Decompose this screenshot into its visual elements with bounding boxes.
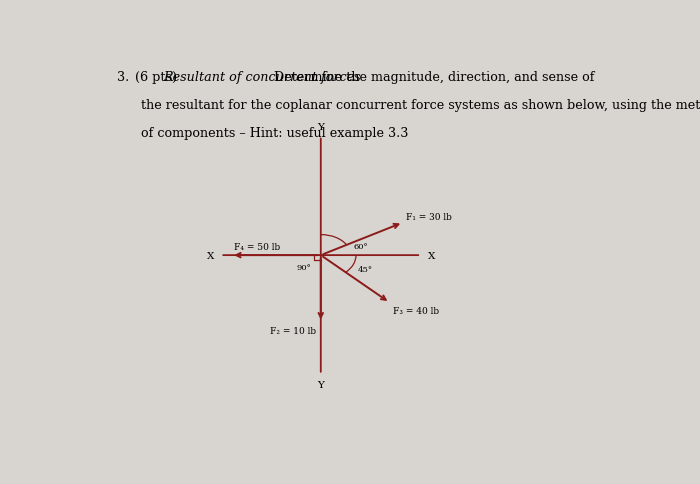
Text: of components – Hint: useful example 3.3: of components – Hint: useful example 3.3 — [141, 127, 409, 140]
Text: 3.: 3. — [118, 71, 130, 84]
Text: Y: Y — [317, 380, 324, 390]
Text: F₁ = 30 lb: F₁ = 30 lb — [406, 212, 452, 221]
Text: 45°: 45° — [358, 266, 372, 274]
Text: X: X — [428, 251, 435, 260]
Text: X: X — [206, 251, 214, 260]
Text: the resultant for the coplanar concurrent force systems as shown below, using th: the resultant for the coplanar concurren… — [141, 99, 700, 112]
Text: Determine the magnitude, direction, and sense of: Determine the magnitude, direction, and … — [270, 71, 595, 84]
Text: Y: Y — [317, 123, 324, 132]
Text: (6 pts): (6 pts) — [134, 71, 183, 84]
Text: Resultant of concurrent forces: Resultant of concurrent forces — [163, 71, 361, 84]
Text: F₃ = 40 lb: F₃ = 40 lb — [393, 306, 439, 315]
Text: F₄ = 50 lb: F₄ = 50 lb — [234, 242, 280, 251]
Text: F₂ = 10 lb: F₂ = 10 lb — [270, 326, 316, 335]
Text: 90°: 90° — [297, 263, 312, 271]
Text: 60°: 60° — [354, 242, 368, 250]
